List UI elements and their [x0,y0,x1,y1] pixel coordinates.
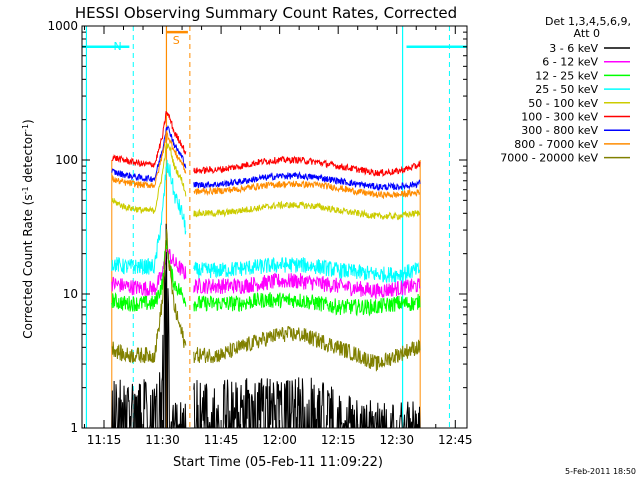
x-tick-label: 11:15 [87,433,122,447]
series-line-4-seg0 [111,142,187,214]
series-line-3-seg1 [193,256,421,284]
x-tick-label: 11:30 [145,433,180,447]
legend-label-0: 3 - 6 keV [549,42,598,55]
x-tick-label: 12:15 [321,433,356,447]
x-tick-label: 12:00 [262,433,297,447]
series-line-0-seg1 [193,377,421,429]
y-tick-label: 1000 [47,19,78,33]
legend-label-6: 300 - 800 keV [521,124,598,137]
y-tick-label: 10 [63,287,78,301]
legend-label-3: 25 - 50 keV [535,83,598,96]
legend-label-2: 12 - 25 keV [535,69,598,82]
plot-frame [81,25,468,429]
series-line-1-seg1 [193,272,421,300]
y-axis-label-main: Corrected Count Rate (s [21,194,35,338]
series-line-2-seg1 [193,292,421,317]
y-tick-label: 100 [55,153,78,167]
legend-label-8: 7000 - 20000 keV [500,152,598,165]
annotation-night-label: N [114,40,122,53]
series-line-5-seg1 [193,155,421,178]
legend-header-line1: Det 1,3,4,5,6,9, [545,15,631,28]
chart-title: HESSI Observing Summary Count Rates, Cor… [75,4,457,22]
y-tick-label: 1 [70,421,78,435]
series-line-1-seg0 [111,244,187,297]
y-axis-label-end: ) [21,119,35,124]
series-line-6-seg0 [111,124,187,183]
y-axis-label-sup1: -1 [21,186,30,194]
series-line-2-seg0 [111,238,187,312]
legend-label-4: 50 - 100 keV [528,97,598,110]
annotation-saa-label: S [173,34,180,47]
legend-label-5: 100 - 300 keV [521,111,598,124]
series-line-6-seg1 [193,171,421,192]
y-axis-label: Corrected Count Rate (s-1 detector-1) [21,119,36,338]
x-axis-label: Start Time (05-Feb-11 11:09:22) [173,455,383,470]
legend-label-1: 6 - 12 keV [542,56,598,69]
y-axis-label-mid: detector [21,132,35,187]
x-tick-label: 12:30 [379,433,414,447]
series-line-8-seg1 [193,325,421,372]
series-line-3-seg0 [111,159,187,275]
series-line-7-seg0 [111,130,187,189]
legend-label-7: 800 - 7000 keV [514,138,598,151]
series-line-4-seg1 [193,200,421,221]
y-axis-label-sup2: -1 [21,124,30,132]
series-line-5-seg0 [111,111,187,168]
series-line-8-seg0 [111,228,187,364]
x-tick-label: 12:45 [438,433,473,447]
axes: 11:15 11:30 11:45 12:00 12:15 12:30 12:45 1 10 10… [47,19,472,447]
generation-timestamp: 5-Feb-2011 18:50 [565,467,636,476]
x-tick-label: 11:45 [204,433,239,447]
series-line-7-seg1 [193,180,421,200]
legend-header-line2: Att 0 [574,27,600,40]
